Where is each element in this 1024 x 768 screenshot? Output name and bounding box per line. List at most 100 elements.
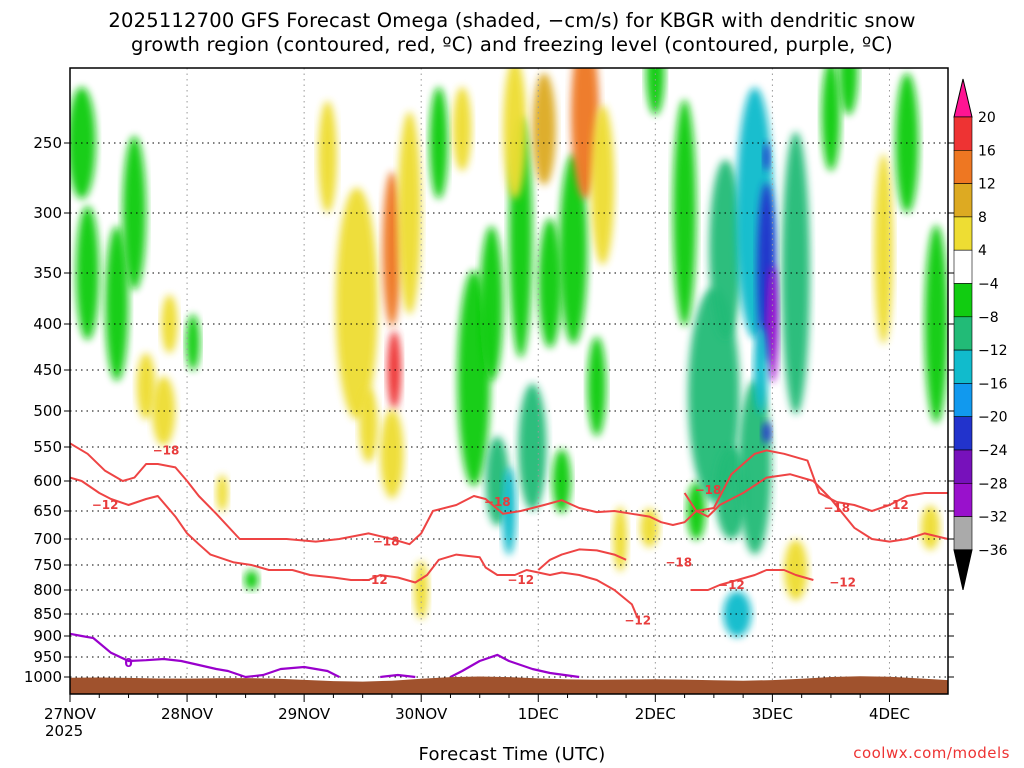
colorbar-label-12: −32 (978, 510, 1008, 526)
dgz-contour-label-7: −18 (695, 483, 722, 497)
y-tick-label-950: 950 (33, 648, 62, 666)
dgz-contour-3 (683, 473, 948, 543)
dgz-contour-label-10: −12 (829, 576, 856, 590)
contour-labels: −18 −12 −18 −12 −18 −12 −12 −18 −12 −18 −12 −18 −12 0 (92, 443, 909, 670)
colorbar-box-2 (953, 150, 973, 184)
y-tick-label-550: 550 (33, 438, 62, 456)
omega-cell-52 (821, 68, 841, 171)
omega-cell-15 (380, 409, 404, 499)
colorbar-box-1 (953, 116, 973, 151)
omega-cell-31 (590, 105, 615, 265)
omega-cell-35 (552, 449, 572, 513)
y-tick-label-600: 600 (33, 472, 62, 490)
dgz-contour-2 (537, 548, 627, 571)
omega-cell-39 (688, 287, 740, 502)
dgz-contour-label-0: −18 (153, 443, 180, 457)
x-tick-label-4: 1DEC (518, 705, 559, 723)
colorbar-box-12 (953, 482, 973, 517)
omega-cell-16 (397, 111, 422, 315)
dgz-contour-label-9: −18 (823, 501, 850, 515)
omega-cell-37 (672, 99, 697, 327)
colorbar-label-13: −36 (978, 543, 1008, 559)
x-tick-label-6: 3DEC (752, 705, 793, 723)
y-tick-label-650: 650 (33, 502, 62, 520)
omega-cell-8 (216, 474, 229, 512)
dgz-contour-label-12: −12 (882, 498, 909, 512)
omega-cell-27 (532, 73, 556, 185)
omega-cell-54 (874, 153, 893, 345)
colorbar-box-9 (953, 383, 973, 417)
terrain-band (70, 676, 948, 694)
y-tick-label-250: 250 (33, 134, 62, 152)
colorbar-label-0: 20 (978, 110, 996, 126)
x-axis-label: Forecast Time (UTC) (418, 744, 606, 765)
dgz-contour-label-3: −12 (361, 573, 388, 587)
terrain-fill (70, 676, 948, 694)
colorbar-label-7: −12 (978, 343, 1008, 359)
omega-cell-48 (753, 326, 768, 414)
x-axis-year: 2025 (45, 722, 84, 740)
y-tick-label-350: 350 (33, 264, 62, 282)
dgz-contour-label-11: −18 (665, 555, 692, 569)
dgz-contour-label-4: −18 (484, 495, 511, 509)
colorbar-label-5: −4 (978, 277, 999, 293)
colorbar-label-11: −28 (978, 476, 1008, 492)
colorbar-box-6 (953, 283, 973, 318)
freezing-contour-label-0: 0 (124, 656, 132, 670)
omega-cell-51 (784, 539, 808, 601)
y-tick-label-300: 300 (33, 204, 62, 222)
colorbar-box-3 (953, 183, 973, 218)
colorbar-bottom-arrow (953, 549, 973, 591)
y-axis: 250 300 350 400 450 500 550 600 650 700 750 800 850 9… (24, 134, 954, 686)
omega-cell-14 (387, 330, 402, 410)
colorbar-label-4: 4 (978, 243, 987, 259)
omega-cell-28 (538, 218, 562, 348)
colorbar-label-3: 8 (978, 210, 987, 226)
colorbar-box-10 (953, 416, 973, 451)
omega-cell-23 (501, 467, 517, 555)
omega-cell-47 (763, 143, 771, 171)
omega-cell-40 (709, 159, 742, 339)
omega-cell-29 (559, 153, 588, 345)
freezing-contour-1 (380, 673, 416, 679)
x-tick-label-3: 30NOV (395, 705, 448, 723)
omega-cell-49 (761, 421, 772, 444)
colorbar-label-10: −24 (978, 443, 1008, 459)
omega-cell-12 (359, 388, 378, 463)
chart-title-line1: 2025112700 GFS Forecast Omega (shaded, −… (108, 9, 916, 32)
colorbar-label-8: −16 (978, 376, 1008, 392)
colorbar-box-8 (953, 349, 973, 384)
chart-title-line2: growth region (contoured, red, ºC) and f… (131, 33, 893, 56)
x-tick-label-0: 27NOV (44, 705, 97, 723)
y-tick-label-1000: 1000 (24, 668, 62, 686)
y-tick-label-750: 750 (33, 556, 62, 574)
colorbar-label-9: −20 (978, 410, 1008, 426)
x-tick-label-2: 29NOV (278, 705, 331, 723)
omega-cell-57 (921, 505, 940, 550)
omega-cell-13 (382, 171, 402, 327)
dgz-contour-label-8: −12 (718, 578, 745, 592)
omega-cell-19 (452, 87, 472, 171)
omega-cell-34 (640, 508, 659, 548)
y-tick-label-450: 450 (33, 361, 62, 379)
contours (70, 442, 948, 679)
y-tick-label-700: 700 (33, 530, 62, 548)
dgz-contour-label-6: −12 (624, 614, 651, 628)
colorbar-label-1: 16 (978, 143, 996, 159)
grid-lines (70, 68, 948, 694)
colorbar-box-13 (953, 516, 973, 551)
omega-cell-46 (766, 265, 779, 383)
omega-cell-3 (122, 135, 147, 291)
dgz-contour-label-2: −18 (373, 535, 400, 549)
colorbar-label-6: −8 (978, 310, 999, 326)
freezing-contour-0 (70, 632, 340, 679)
omega-shading (70, 68, 948, 637)
x-tick-label-1: 28NOV (161, 705, 214, 723)
omega-cell-2 (105, 226, 129, 382)
omega-cell-26 (503, 68, 527, 199)
omega-cell-11 (335, 187, 378, 420)
omega-cell-53 (839, 68, 858, 115)
y-tick-label-400: 400 (33, 315, 62, 333)
x-axis: 27NOV 28NOV 29NOV 30NOV 1DEC 2DEC 3DEC 4DEC (44, 694, 910, 723)
